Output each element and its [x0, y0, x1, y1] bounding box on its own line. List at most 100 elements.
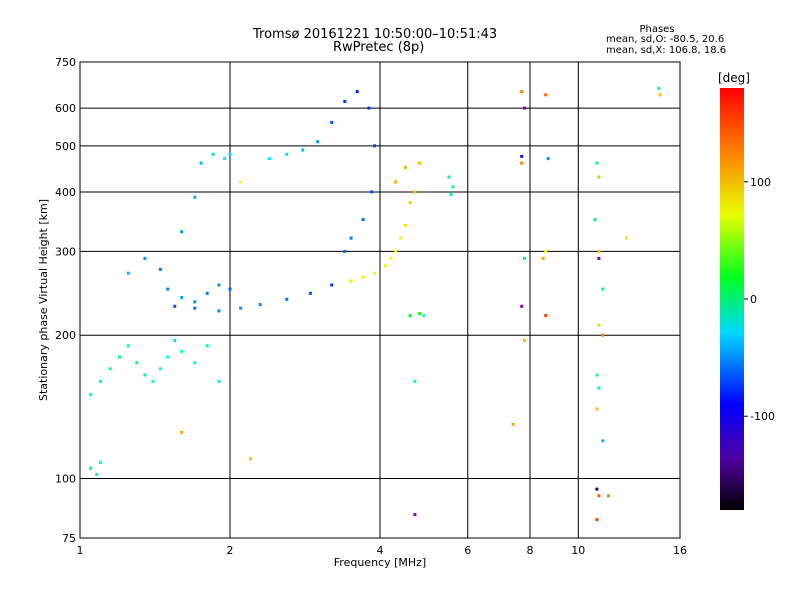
- y-tick-label: 400: [55, 186, 76, 199]
- scatter-points: [89, 86, 662, 522]
- data-point: [546, 157, 550, 161]
- data-point: [166, 287, 170, 291]
- data-point: [316, 140, 320, 144]
- data-point: [447, 175, 451, 179]
- colorbar-label: [deg]: [718, 71, 750, 85]
- data-point: [520, 304, 524, 308]
- data-point: [399, 236, 403, 240]
- stats-line-o: mean, sd,O: -80.5, 20.6: [606, 34, 725, 45]
- data-point: [118, 355, 121, 359]
- data-point: [394, 180, 398, 184]
- data-point: [173, 304, 177, 308]
- data-point: [597, 249, 601, 253]
- data-point: [523, 106, 526, 110]
- data-point: [166, 355, 170, 359]
- data-point: [597, 494, 601, 498]
- data-point: [143, 373, 147, 377]
- data-point: [657, 86, 661, 90]
- data-point: [373, 271, 376, 275]
- data-point: [126, 344, 130, 348]
- data-point: [349, 236, 353, 240]
- data-point: [601, 439, 605, 443]
- data-point: [228, 287, 232, 291]
- y-tick-label: 100: [55, 473, 76, 486]
- data-point: [355, 90, 359, 94]
- data-point: [361, 275, 365, 279]
- data-point: [520, 90, 524, 94]
- data-point: [418, 161, 421, 165]
- data-point: [595, 487, 599, 491]
- data-point: [126, 271, 130, 275]
- data-point: [601, 333, 605, 337]
- data-point: [373, 144, 376, 148]
- data-point: [180, 349, 184, 353]
- y-tick-labels: 75 100 200 300 400 500 600 750: [55, 56, 76, 545]
- plot-grid: [80, 62, 680, 538]
- data-point: [361, 218, 365, 222]
- data-point: [89, 466, 93, 470]
- data-point: [217, 283, 221, 287]
- data-point: [408, 314, 412, 317]
- data-point: [597, 256, 601, 260]
- y-tick-label: 750: [55, 56, 76, 69]
- data-point: [451, 185, 455, 189]
- x-tick-label: 4: [377, 544, 384, 557]
- data-point: [595, 373, 599, 377]
- data-point: [404, 166, 407, 170]
- data-point: [418, 312, 421, 316]
- data-point: [211, 152, 215, 156]
- data-point: [422, 314, 426, 317]
- x-tick-labels: 1 2 4 6 8 10 16: [77, 544, 688, 557]
- data-point: [285, 297, 289, 301]
- data-point: [544, 314, 548, 317]
- data-point: [544, 93, 548, 97]
- data-point: [593, 218, 597, 222]
- data-point: [367, 106, 371, 110]
- data-point: [595, 407, 599, 411]
- data-point: [99, 461, 103, 465]
- y-tick-label: 500: [55, 140, 76, 153]
- data-point: [173, 339, 177, 342]
- data-point: [301, 148, 305, 152]
- data-point: [95, 472, 99, 476]
- data-point: [108, 367, 112, 371]
- data-point: [520, 161, 524, 165]
- stats-line-x: mean, sd,X: 106.8, 18.6: [606, 45, 727, 56]
- data-point: [217, 309, 221, 313]
- x-tick-label: 8: [527, 544, 534, 557]
- data-point: [205, 291, 209, 295]
- data-point: [330, 283, 334, 287]
- x-tick-label: 16: [673, 544, 687, 557]
- data-point: [249, 457, 253, 461]
- data-point: [135, 361, 139, 365]
- data-point: [597, 323, 601, 327]
- data-point: [239, 306, 243, 310]
- data-point: [413, 190, 417, 194]
- data-point: [511, 422, 515, 426]
- y-tick-label: 75: [62, 532, 76, 545]
- data-point: [523, 339, 526, 342]
- data-point: [258, 303, 262, 307]
- data-point: [544, 249, 548, 253]
- data-point: [607, 494, 610, 498]
- data-point: [597, 175, 601, 179]
- data-point: [389, 256, 393, 260]
- chart-title: Tromsø 20161221 10:50:00–10:51:43: [253, 27, 498, 42]
- data-point: [349, 279, 353, 283]
- data-point: [330, 120, 334, 124]
- data-point: [601, 287, 605, 291]
- data-point: [408, 201, 412, 205]
- data-point: [151, 379, 155, 383]
- data-point: [523, 256, 526, 260]
- colorbar-ticks: 100 0 -100: [744, 176, 775, 423]
- data-point: [383, 264, 387, 268]
- data-point: [370, 190, 374, 194]
- data-point: [343, 99, 347, 103]
- x-tick-label: 10: [571, 544, 585, 557]
- data-point: [413, 513, 417, 517]
- data-point: [404, 224, 407, 227]
- data-point: [285, 152, 289, 156]
- data-point: [217, 379, 221, 383]
- data-point: [158, 367, 162, 371]
